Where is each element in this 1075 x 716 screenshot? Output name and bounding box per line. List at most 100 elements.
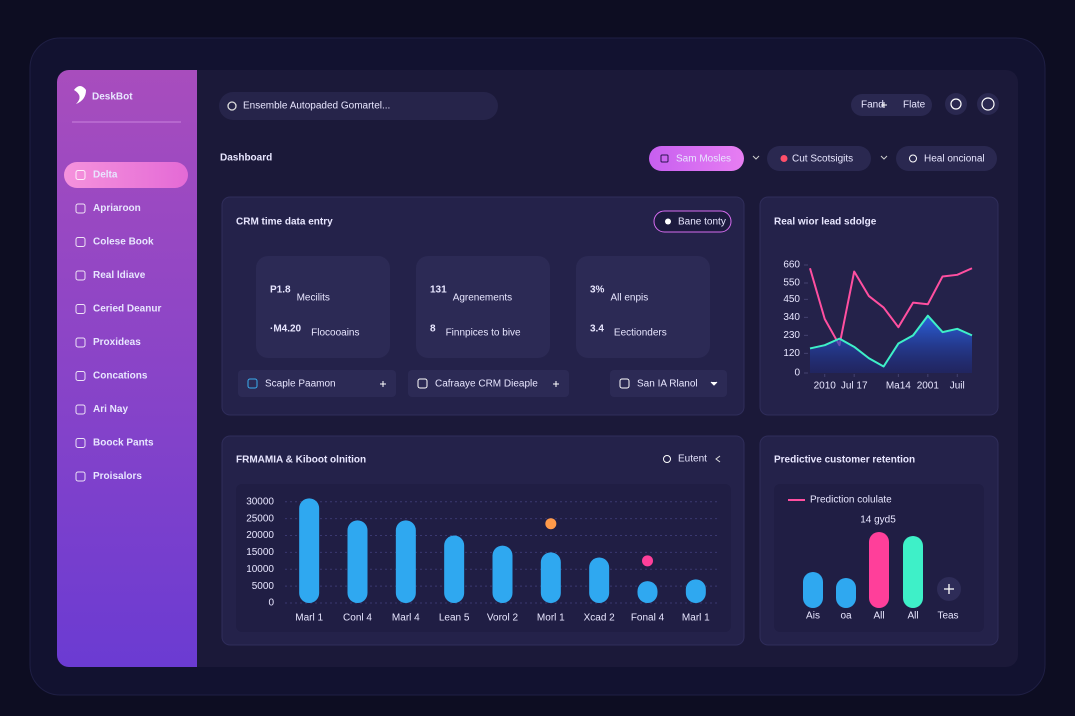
button-icon bbox=[909, 154, 917, 163]
x-tick-label: Juil bbox=[950, 381, 965, 392]
nav-item[interactable]: Boock Pants bbox=[93, 438, 154, 449]
sidebar-fill bbox=[150, 70, 197, 667]
area bbox=[810, 315, 972, 373]
page-title: Dashboard bbox=[220, 153, 272, 164]
nav-icon bbox=[75, 203, 86, 214]
x-tick-label: Fonal 4 bbox=[631, 613, 665, 624]
bar bbox=[637, 581, 658, 603]
kpi-secondary-label: Finnpices to bive bbox=[446, 328, 521, 339]
kpi-label: All enpis bbox=[610, 293, 648, 304]
status-dot bbox=[780, 155, 788, 162]
nav-item[interactable]: Apriaroon bbox=[93, 203, 141, 214]
bar bbox=[492, 545, 513, 603]
search-placeholder: Ensemble Autopaded Gomartel... bbox=[243, 101, 390, 112]
nav-item[interactable]: Proxideas bbox=[93, 337, 141, 348]
kpi-secondary-label: Flocooains bbox=[311, 328, 359, 339]
button-label: Cut Scotsigits bbox=[792, 154, 853, 165]
nav-item[interactable]: Colese Book bbox=[93, 237, 154, 248]
y-tick-label: 450 bbox=[783, 294, 800, 305]
x-tick-label: All bbox=[873, 611, 884, 622]
y-tick-label: 120 bbox=[783, 348, 800, 359]
chevron[interactable] bbox=[752, 155, 760, 160]
bar bbox=[540, 552, 561, 603]
icon bbox=[950, 98, 962, 110]
y-tick-label: 230 bbox=[783, 330, 800, 341]
y-tick-label: 5000 bbox=[252, 581, 275, 592]
button-label: Sam Mosles bbox=[676, 154, 731, 165]
legend-label: Prediction colulate bbox=[810, 495, 892, 506]
tool-button[interactable] bbox=[610, 370, 727, 397]
top-action: Fand bbox=[861, 100, 884, 111]
nav-item[interactable]: Proisalors bbox=[93, 471, 142, 482]
nav-icon bbox=[75, 438, 86, 448]
nav-active-pill[interactable] bbox=[64, 162, 188, 188]
icon-button[interactable] bbox=[977, 93, 999, 115]
x-tick-label: Xcad 2 bbox=[584, 613, 616, 624]
nav-item[interactable]: Delta bbox=[93, 170, 118, 181]
bar bbox=[685, 579, 706, 603]
tool-button[interactable] bbox=[408, 370, 569, 397]
line bbox=[809, 314, 973, 368]
chevron[interactable] bbox=[880, 155, 888, 160]
primary-button[interactable] bbox=[649, 146, 744, 171]
kpi-card bbox=[576, 256, 710, 358]
nav-icon bbox=[75, 337, 86, 348]
badge[interactable] bbox=[653, 210, 732, 233]
annotation: 14 gyd5 bbox=[860, 515, 896, 526]
icon bbox=[981, 97, 995, 111]
data-point bbox=[642, 555, 653, 567]
x-tick-label: Morl 1 bbox=[537, 613, 565, 624]
nav-icon bbox=[75, 170, 86, 180]
legend-label: Eutent bbox=[678, 454, 707, 465]
nav-icon bbox=[75, 304, 86, 314]
tool-label: San IA Rlanol bbox=[637, 379, 698, 390]
panel-title: Real wior lead sdolge bbox=[774, 217, 877, 228]
button[interactable] bbox=[767, 146, 871, 171]
nav-item[interactable]: Ceried Deanur bbox=[93, 304, 161, 315]
bar bbox=[395, 520, 416, 603]
icon-button[interactable] bbox=[945, 93, 967, 115]
share-icon[interactable] bbox=[715, 455, 721, 463]
bar bbox=[444, 535, 465, 603]
top-action-pill[interactable] bbox=[851, 94, 932, 116]
y-tick-label: 15000 bbox=[246, 547, 274, 558]
button-label: Heal oncional bbox=[924, 154, 985, 165]
nav-item[interactable]: Ari Nay bbox=[93, 404, 128, 415]
x-tick-label: Lean 5 bbox=[439, 613, 470, 624]
tool-button[interactable] bbox=[238, 370, 396, 397]
top-action: Flate bbox=[903, 100, 926, 111]
button-icon bbox=[660, 154, 669, 163]
y-tick-label: 20000 bbox=[246, 530, 274, 541]
x-tick-label: Marl 1 bbox=[682, 613, 710, 624]
x-tick-label: Ma14 bbox=[886, 381, 911, 392]
y-tick-label: 0 bbox=[794, 368, 800, 379]
badge-label: Bane tonty bbox=[678, 217, 726, 228]
chevron bbox=[710, 381, 718, 386]
x-tick-label: 2001 bbox=[917, 381, 940, 392]
search-bar[interactable] bbox=[219, 92, 498, 120]
kpi-secondary-value: 8 bbox=[430, 324, 436, 335]
extra-label: Teas bbox=[937, 611, 958, 622]
search-icon bbox=[227, 101, 237, 111]
legend-icon bbox=[663, 455, 671, 463]
kpi-secondary-label: Eectionders bbox=[614, 328, 667, 339]
x-tick-label: Vorol 2 bbox=[487, 613, 519, 624]
nav-item[interactable]: Concations bbox=[93, 371, 148, 382]
brand-logo bbox=[74, 86, 86, 104]
bar bbox=[347, 520, 368, 603]
panel-title: FRMAMIA & Kiboot olnition bbox=[236, 455, 366, 466]
y-tick-label: 25000 bbox=[246, 513, 274, 524]
panel-title: CRM time data entry bbox=[236, 217, 333, 228]
plus-icon bbox=[553, 381, 559, 387]
nav-item[interactable]: Real ldiave bbox=[93, 270, 146, 281]
x-tick-label: Marl 4 bbox=[392, 613, 420, 624]
kpi-value: 3% bbox=[590, 285, 605, 296]
nav-icon bbox=[75, 237, 86, 247]
plus-icon bbox=[944, 584, 954, 594]
brand-name: DeskBot bbox=[92, 92, 133, 103]
y-tick-label: 340 bbox=[783, 312, 800, 323]
nav-icon bbox=[75, 404, 86, 415]
tool-icon bbox=[417, 378, 428, 389]
button[interactable] bbox=[896, 146, 997, 171]
panel-title: Predictive customer retention bbox=[774, 455, 915, 466]
